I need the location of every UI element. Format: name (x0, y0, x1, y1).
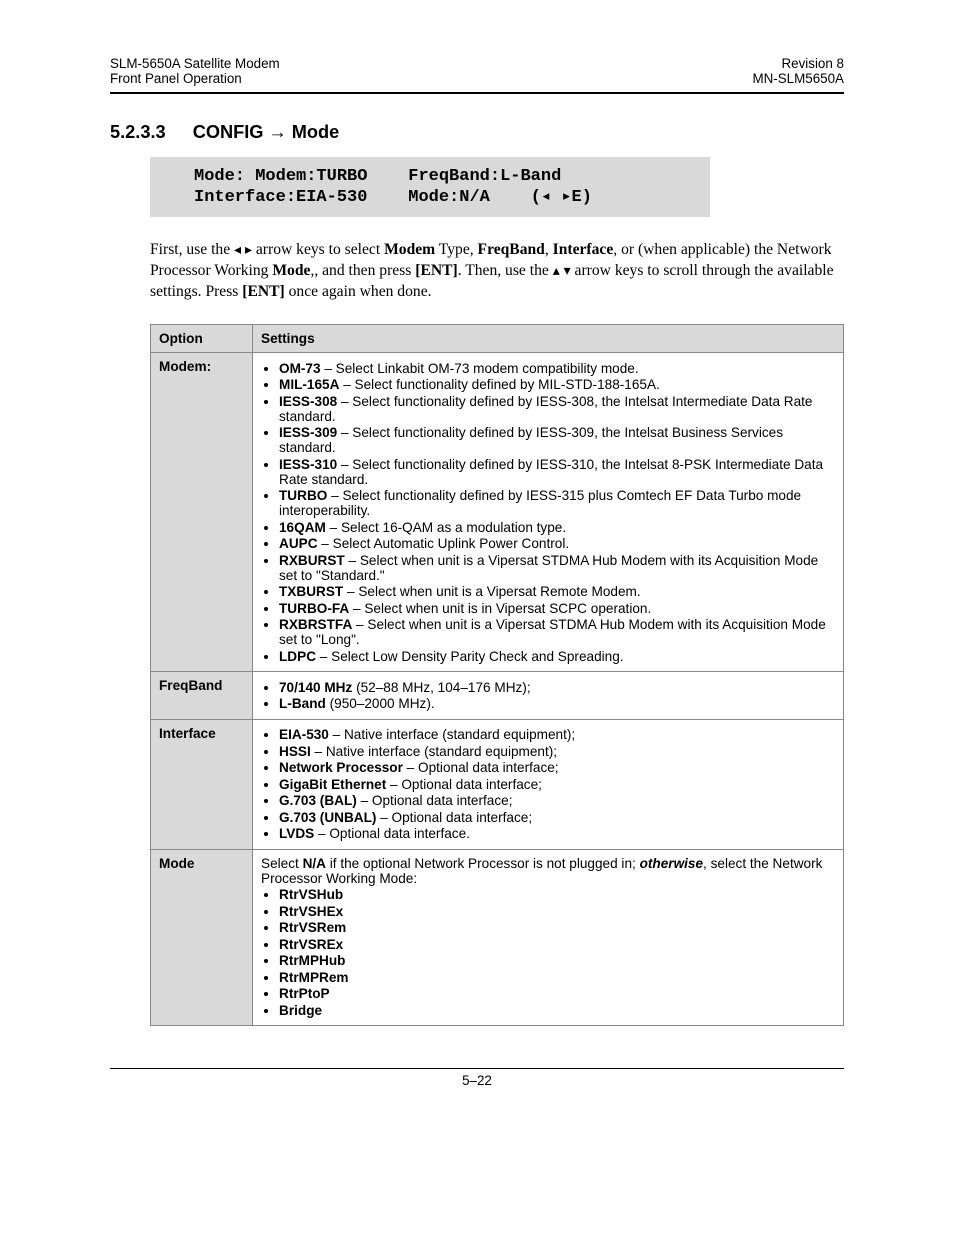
header-right-1: Revision 8 (752, 56, 844, 71)
intro-paragraph: First, use the ◂ ▸ arrow keys to select … (150, 239, 844, 302)
row-mode: Mode Select N/A if the optional Network … (151, 849, 844, 1026)
list-item: RXBURST – Select when unit is a Vipersat… (279, 553, 835, 583)
header-rule (110, 92, 844, 94)
list-item: RtrMPRem (279, 970, 835, 985)
section-number: 5.2.3.3 (110, 122, 166, 142)
settings-freqband: 70/140 MHz (52–88 MHz, 104–176 MHz);L-Ba… (253, 672, 844, 720)
list-item: IESS-308 – Select functionality defined … (279, 394, 835, 424)
list-item: 70/140 MHz (52–88 MHz, 104–176 MHz); (279, 680, 835, 695)
list-item: RtrVSHEx (279, 904, 835, 919)
page-number: 5–22 (110, 1073, 844, 1088)
list-item: RtrVSREx (279, 937, 835, 952)
list-item: RtrMPHub (279, 953, 835, 968)
list-item: OM-73 – Select Linkabit OM-73 modem comp… (279, 361, 835, 376)
section-title: 5.2.3.3 CONFIG → Mode (110, 122, 844, 143)
list-item: G.703 (BAL) – Optional data interface; (279, 793, 835, 808)
list-item: TURBO-FA – Select when unit is in Vipers… (279, 601, 835, 616)
page-header: SLM-5650A Satellite Modem Front Panel Op… (110, 56, 844, 86)
list-item: GigaBit Ethernet – Optional data interfa… (279, 777, 835, 792)
list-item: EIA-530 – Native interface (standard equ… (279, 727, 835, 742)
col-settings: Settings (253, 325, 844, 353)
list-item: Network Processor – Optional data interf… (279, 760, 835, 775)
row-modem: Modem: OM-73 – Select Linkabit OM-73 mod… (151, 353, 844, 672)
optname-freqband: FreqBand (151, 672, 253, 720)
up-down-arrows-icon: ▴ ▾ (553, 262, 571, 278)
list-item: IESS-310 – Select functionality defined … (279, 457, 835, 487)
header-left-1: SLM-5650A Satellite Modem (110, 56, 280, 71)
optname-mode: Mode (151, 849, 253, 1026)
list-item: RtrVSRem (279, 920, 835, 935)
optname-modem: Modem: (151, 353, 253, 672)
col-option: Option (151, 325, 253, 353)
footer-rule (110, 1068, 844, 1069)
list-item: 16QAM – Select 16-QAM as a modulation ty… (279, 520, 835, 535)
list-item: Bridge (279, 1003, 835, 1018)
optname-interface: Interface (151, 719, 253, 849)
list-item: TXBURST – Select when unit is a Vipersat… (279, 584, 835, 599)
list-item: HSSI – Native interface (standard equipm… (279, 744, 835, 759)
options-table: Option Settings Modem: OM-73 – Select Li… (150, 324, 844, 1026)
list-item: RXBRSTFA – Select when unit is a Vipersa… (279, 617, 835, 647)
section-text: CONFIG → Mode (193, 122, 340, 142)
list-item: TURBO – Select functionality defined by … (279, 488, 835, 518)
list-item: L-Band (950–2000 MHz). (279, 696, 835, 711)
lcd-display: Mode: Modem:TURBO FreqBand:L-Band Interf… (150, 157, 710, 217)
list-item: LDPC – Select Low Density Parity Check a… (279, 649, 835, 664)
list-item: AUPC – Select Automatic Uplink Power Con… (279, 536, 835, 551)
list-item: G.703 (UNBAL) – Optional data interface; (279, 810, 835, 825)
header-right-2: MN-SLM5650A (752, 71, 844, 86)
list-item: IESS-309 – Select functionality defined … (279, 425, 835, 455)
list-item: MIL-165A – Select functionality defined … (279, 377, 835, 392)
list-item: RtrVSHub (279, 887, 835, 902)
settings-mode: Select N/A if the optional Network Proce… (253, 849, 844, 1026)
row-interface: Interface EIA-530 – Native interface (st… (151, 719, 844, 849)
list-item: LVDS – Optional data interface. (279, 826, 835, 841)
list-item: RtrPtoP (279, 986, 835, 1001)
header-left-2: Front Panel Operation (110, 71, 280, 86)
left-right-arrows-icon: ◂ ▸ (234, 241, 252, 257)
settings-interface: EIA-530 – Native interface (standard equ… (253, 719, 844, 849)
settings-modem: OM-73 – Select Linkabit OM-73 modem comp… (253, 353, 844, 672)
row-freqband: FreqBand 70/140 MHz (52–88 MHz, 104–176 … (151, 672, 844, 720)
